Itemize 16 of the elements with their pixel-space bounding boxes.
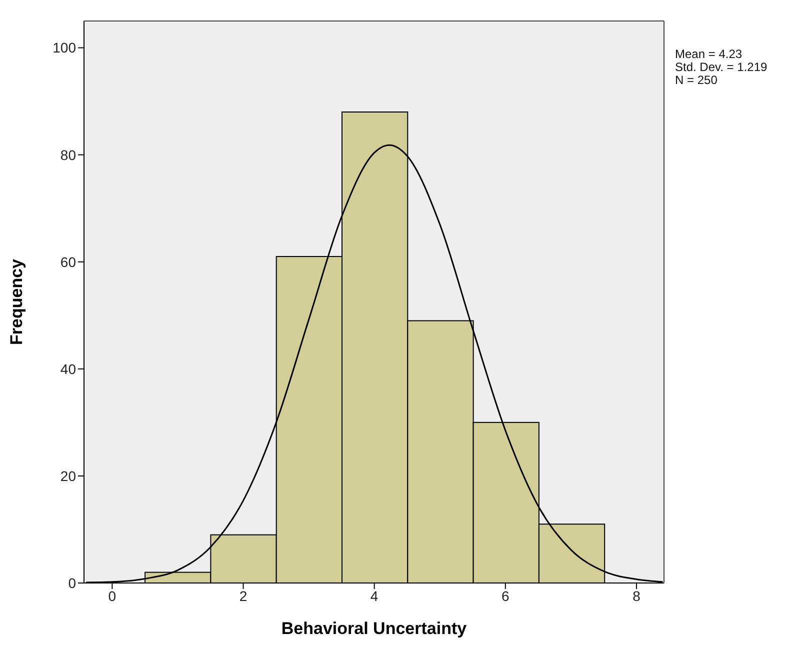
x-tick-label: 0 [108, 588, 116, 604]
text: Std. Dev. = 1.219 [675, 60, 768, 74]
y-tick-label: 100 [52, 40, 76, 56]
y-axis-title: Frequency [7, 258, 26, 345]
x-axis-title: Behavioral Uncertainty [281, 619, 468, 638]
y-tick-label: 20 [60, 468, 76, 484]
y-tick-label: 40 [60, 360, 76, 377]
y-tick-label: 60 [60, 254, 76, 270]
x-tick-label: 2 [239, 588, 248, 604]
x-tick-label: 6 [502, 588, 510, 604]
text: N = 250 [675, 73, 718, 87]
y-tick-label: 0 [68, 574, 76, 591]
y-tick-label: 80 [60, 146, 76, 163]
x-tick-label: 4 [370, 588, 378, 604]
text: Mean = 4.23 [675, 47, 744, 61]
x-tick-label: 8 [632, 588, 641, 604]
